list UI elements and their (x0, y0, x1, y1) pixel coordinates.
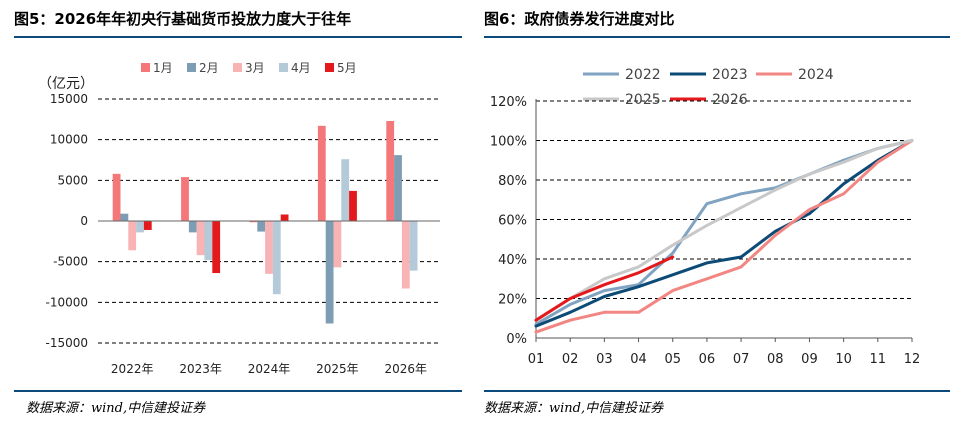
x-tick-label: 05 (664, 352, 681, 367)
legend-swatch (141, 63, 150, 72)
x-tick-label: 06 (699, 352, 716, 367)
series-line (534, 139, 914, 328)
x-tick-label: 2023年 (179, 362, 222, 376)
y-tick-label: 80% (498, 174, 527, 189)
y-tick-label: 0% (506, 332, 527, 347)
x-tick-label: 01 (528, 352, 545, 367)
bar (317, 125, 326, 221)
bar (349, 190, 357, 221)
x-tick-label: 2026年 (385, 362, 428, 376)
bar (204, 221, 213, 261)
figure-5-panel: 图5：2026年年初央行基础货币投放力度大于往年 （亿元） 15000 10000 5… (0, 0, 470, 431)
y-tick-label: 5000 (57, 173, 88, 187)
bar (136, 221, 144, 233)
y-tick-label: 10000 (50, 133, 88, 147)
legend-label: 2022 (625, 67, 661, 83)
bar (120, 213, 129, 221)
y-tick-label: -5000 (53, 255, 88, 269)
title-rule (484, 36, 950, 38)
bar (181, 177, 189, 221)
legend-label: 2024 (798, 67, 834, 83)
x-tick-label: 2025年 (316, 362, 359, 376)
x-tick-label: 02 (562, 352, 579, 367)
x-tick-label: 12 (904, 352, 921, 367)
y-tick-label: 100% (490, 135, 527, 150)
series-line (534, 139, 914, 334)
legend-label: 2025 (625, 92, 661, 108)
x-tick-label: 09 (801, 352, 818, 367)
bar (333, 221, 342, 268)
series-line (534, 255, 675, 322)
series-line (534, 139, 914, 326)
bar (143, 221, 152, 230)
x-tick-label: 04 (630, 352, 647, 367)
x-tick-label: 10 (835, 352, 852, 367)
title-rule (14, 36, 462, 38)
legend-label: 1月 (153, 61, 173, 75)
bar (325, 221, 334, 324)
bottom-rule (484, 390, 950, 392)
x-tick-label: 11 (870, 352, 887, 367)
y-tick-label: 20% (498, 293, 527, 308)
legend-swatch (187, 63, 196, 72)
legend-label: 2026 (712, 92, 748, 108)
legend-swatch (279, 63, 288, 72)
y-tick-label: -15000 (45, 336, 88, 350)
y-tick-label: 40% (498, 253, 527, 268)
series-line (534, 139, 914, 322)
y-unit-label: （亿元） (38, 76, 94, 92)
figure-6-title: 图6：政府债券发行进度对比 (484, 10, 675, 28)
bar (128, 221, 137, 251)
x-tick-label: 07 (733, 352, 750, 367)
legend-swatch (325, 63, 334, 72)
line-chart: 0% 20% 40% 60% 80% 100% 120% 01 02 03 04 05 06 07 08 09… (490, 67, 921, 367)
bar (265, 221, 273, 274)
figure-6-panel: 图6：政府债券发行进度对比 0% 20% 40% 60% 80% 100% 120% 01 02… (480, 0, 960, 431)
legend-swatch (233, 63, 242, 72)
bar (112, 173, 121, 221)
y-tick-label: 0 (80, 214, 88, 228)
legend-label: 5月 (337, 61, 357, 75)
bar (212, 221, 221, 274)
x-tick-label: 2022年 (111, 362, 154, 376)
bar (272, 221, 281, 295)
bottom-rule (14, 390, 462, 392)
legend-label: 2023 (712, 67, 748, 83)
legend-label: 3月 (245, 61, 265, 75)
bar (401, 221, 410, 289)
figure-6-source: 数据来源：wind,中信建投证券 (484, 401, 664, 416)
x-tick-label: 08 (767, 352, 784, 367)
bar (409, 221, 418, 271)
bar (188, 221, 197, 233)
figure-5-source: 数据来源：wind,中信建投证券 (26, 401, 206, 416)
y-tick-label: -10000 (45, 295, 88, 309)
bar (394, 155, 402, 221)
x-tick-label: 03 (596, 352, 613, 367)
y-tick-label: 15000 (50, 92, 88, 106)
bar (280, 214, 289, 221)
legend-label: 4月 (291, 61, 311, 75)
figure-5-title: 图5：2026年年初央行基础货币投放力度大于往年 (14, 10, 352, 28)
x-tick-label: 2024年 (248, 362, 291, 376)
bar (257, 221, 266, 232)
bar-chart: （亿元）15000 10000 5000 0 -5000 -10000 -15000 2022… (38, 61, 440, 376)
legend-label: 2月 (199, 61, 219, 75)
bar (341, 159, 350, 221)
y-tick-label: 60% (498, 214, 527, 229)
bar (386, 120, 395, 221)
bar (249, 221, 258, 223)
bar (196, 221, 205, 256)
y-tick-label: 120% (490, 95, 527, 110)
